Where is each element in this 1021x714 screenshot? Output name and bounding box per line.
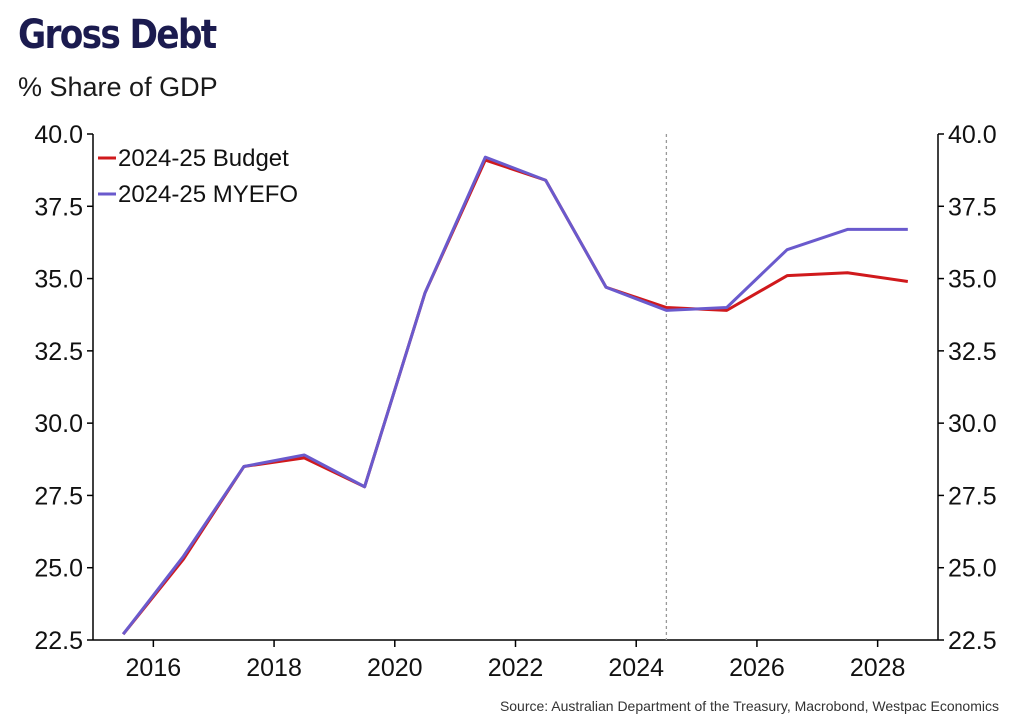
x-tick-label: 2020 <box>367 654 423 682</box>
x-tick-label: 2028 <box>850 654 906 682</box>
y-tick-label-right: 30.0 <box>948 410 997 438</box>
y-tick-label-right: 35.0 <box>948 266 997 294</box>
y-tick-label-left: 40.0 <box>34 121 83 149</box>
x-tick-label: 2024 <box>608 654 664 682</box>
y-tick-label-left: 22.5 <box>34 627 83 655</box>
axes-group: 22.5 22.5 25.0 25.0 27.5 27.5 30.0 30.0 32.5 32.5… <box>34 121 996 682</box>
y-tick-label-left: 32.5 <box>34 338 83 366</box>
series-line-budget <box>122 158 909 636</box>
y-tick-label-right: 22.5 <box>948 627 997 655</box>
legend: 2024-25 Budget 2024-25 MYEFO <box>98 145 298 208</box>
series-line-myefo <box>121 155 908 636</box>
x-tick-label: 2026 <box>729 654 785 682</box>
y-tick-label-right: 40.0 <box>948 121 997 149</box>
x-tick-label: 2018 <box>246 654 302 682</box>
legend-label: 2024-25 MYEFO <box>118 181 298 208</box>
y-tick-label-right: 32.5 <box>948 338 997 366</box>
y-tick-label-left: 27.5 <box>34 482 83 510</box>
x-tick-label: 2022 <box>488 654 544 682</box>
series-layer <box>121 155 909 636</box>
chart-subtitle: % Share of GDP <box>18 72 218 102</box>
y-tick-label-right: 27.5 <box>948 482 997 510</box>
y-tick-label-left: 30.0 <box>34 410 83 438</box>
chart-source: Source: Australian Department of the Tre… <box>499 698 999 714</box>
x-tick-label: 2016 <box>126 654 182 682</box>
y-tick-label-left: 35.0 <box>34 266 83 294</box>
y-tick-label-left: 25.0 <box>34 555 83 583</box>
chart-title: Gross Debt <box>18 12 217 58</box>
y-tick-label-right: 25.0 <box>948 555 997 583</box>
y-tick-label-left: 37.5 <box>34 193 83 221</box>
y-tick-label-right: 37.5 <box>948 193 997 221</box>
legend-label: 2024-25 Budget <box>118 145 289 172</box>
